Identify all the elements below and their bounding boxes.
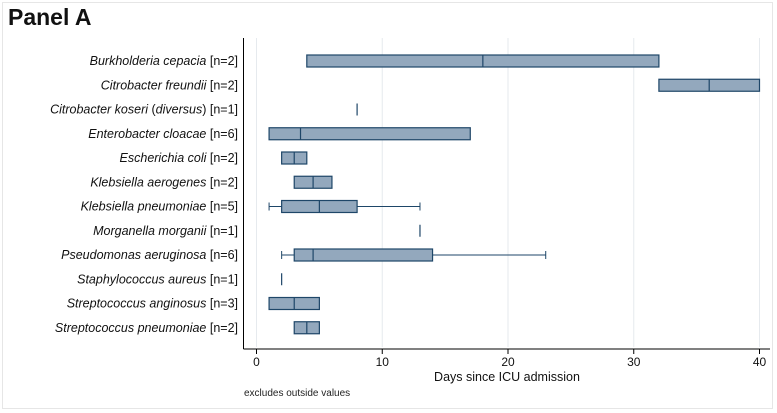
- footnote: excludes outside values: [244, 388, 351, 399]
- category-label: Klebsiella aerogenes [n=2]: [90, 175, 238, 189]
- organism-name: Pseudomonas aeruginosa: [61, 248, 206, 262]
- organism-suffix-open: (: [148, 103, 156, 117]
- sample-count: [n=2]: [206, 151, 238, 165]
- figure-frame: [2, 2, 773, 409]
- category-label: Burkholderia cepacia [n=2]: [90, 54, 238, 68]
- category-label: Citrobacter koseri (diversus) [n=1]: [50, 103, 238, 117]
- sample-count: [n=1]: [206, 224, 238, 238]
- category-label: Pseudomonas aeruginosa [n=6]: [61, 248, 238, 262]
- x-tick-label: 0: [253, 355, 260, 369]
- x-tick-label: 30: [627, 355, 641, 369]
- sample-count: [n=2]: [206, 321, 238, 335]
- x-tick-label: 20: [501, 355, 515, 369]
- category-label: Klebsiella pneumoniae [n=5]: [81, 200, 238, 214]
- category-label: Escherichia coli [n=2]: [120, 151, 238, 165]
- sample-count: [n=2]: [206, 54, 238, 68]
- x-tick-label: 40: [753, 355, 767, 369]
- sample-count: [n=2]: [206, 78, 238, 92]
- category-label: Citrobacter freundii [n=2]: [101, 78, 238, 92]
- category-label: Streptococcus pneumoniae [n=2]: [55, 321, 238, 335]
- x-axis-title: Days since ICU admission: [434, 370, 580, 384]
- organism-name: Escherichia coli: [120, 151, 208, 165]
- organism-name: Citrobacter freundii: [101, 78, 208, 92]
- organism-name: Citrobacter koseri: [50, 103, 149, 117]
- organism-name: Klebsiella aerogenes: [90, 175, 206, 189]
- sample-count: [n=2]: [206, 175, 238, 189]
- iqr-box: [293, 248, 434, 262]
- sample-count: [n=1]: [206, 103, 238, 117]
- organism-suffix-close: ): [202, 103, 206, 117]
- organism-name: Streptococcus anginosus: [67, 297, 207, 311]
- organism-name: Klebsiella pneumoniae: [81, 200, 207, 214]
- organism-name: Staphylococcus aureus: [77, 272, 206, 286]
- category-label: Streptococcus anginosus [n=3]: [67, 297, 238, 311]
- category-label: Staphylococcus aureus [n=1]: [77, 272, 238, 286]
- organism-name: Morganella morganii: [93, 224, 207, 238]
- category-label: Morganella morganii [n=1]: [93, 224, 238, 238]
- panel-title: Panel A: [8, 4, 92, 30]
- boxes: [268, 54, 761, 335]
- category-labels: Burkholderia cepacia [n=2]Citrobacter fr…: [50, 54, 238, 335]
- organism-name: Streptococcus pneumoniae: [55, 321, 207, 335]
- organism-suffix-name: diversus: [156, 103, 203, 117]
- organism-name: Burkholderia cepacia: [90, 54, 207, 68]
- sample-count: [n=1]: [206, 272, 238, 286]
- x-tick-label: 10: [376, 355, 390, 369]
- iqr-box: [268, 127, 471, 141]
- sample-count: [n=5]: [206, 200, 238, 214]
- organism-name: Enterobacter cloacae: [88, 127, 206, 141]
- sample-count: [n=3]: [206, 297, 238, 311]
- sample-count: [n=6]: [206, 248, 238, 262]
- sample-count: [n=6]: [206, 127, 238, 141]
- category-label: Enterobacter cloacae [n=6]: [88, 127, 238, 141]
- axes: 0 10 20 30 40: [243, 38, 770, 369]
